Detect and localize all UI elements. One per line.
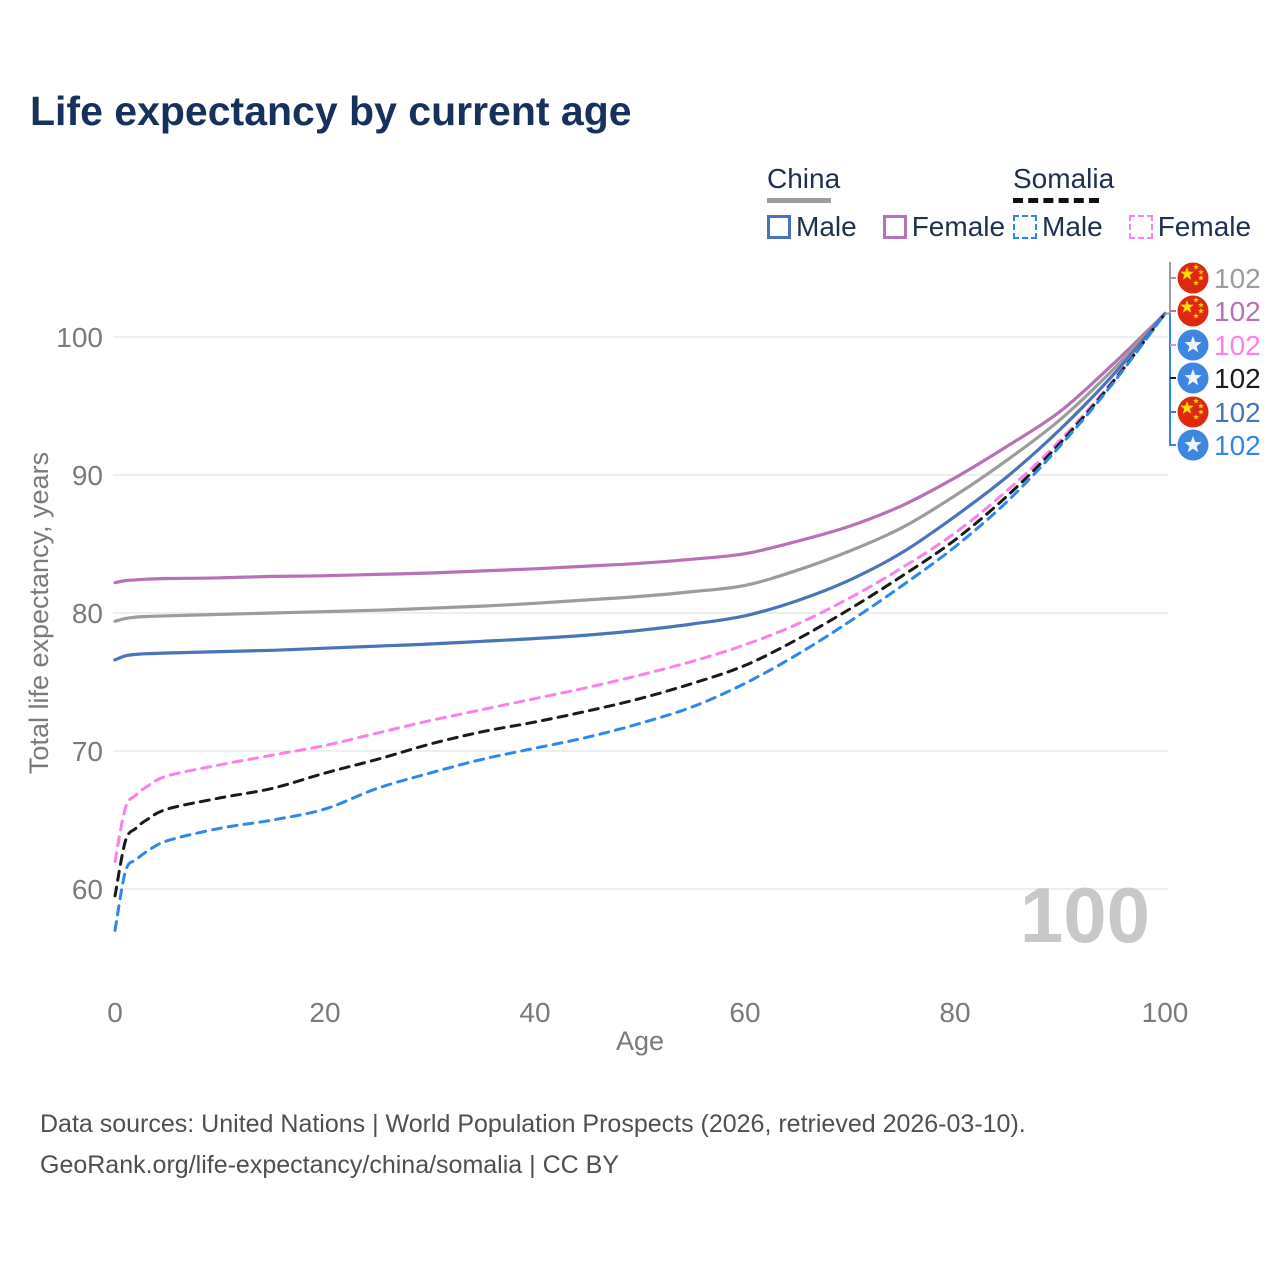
y-axis-title: Total life expectancy, years xyxy=(24,452,54,774)
end-label-value: 102 xyxy=(1214,363,1261,394)
legend-toggle-china-female[interactable]: Female xyxy=(882,211,1006,243)
x-tick-label-40: 40 xyxy=(519,997,550,1028)
somalia-flag-icon xyxy=(1177,429,1209,461)
somalia-flag-icon xyxy=(1177,362,1209,394)
legend-toggle-somalia-female[interactable]: Female xyxy=(1128,211,1252,243)
end-label-leader-lines xyxy=(1165,262,1176,446)
end-label-row-2: 102 xyxy=(1177,329,1261,361)
end-label-row-1: 102 xyxy=(1177,295,1261,327)
legend-toggle-china-male[interactable]: Male xyxy=(767,211,857,243)
somalia-flag-icon xyxy=(1177,329,1209,361)
x-tick-label-100: 100 xyxy=(1142,997,1189,1028)
series-line-somalia-male xyxy=(113,312,1167,932)
legend-label-china-female: Female xyxy=(911,211,1006,242)
attribution-line: GeoRank.org/life-expectancy/china/somali… xyxy=(40,1150,619,1179)
china-flag-icon xyxy=(1177,396,1209,428)
end-label-row-0: 102 xyxy=(1177,262,1261,294)
x-axis-title: Age xyxy=(616,1026,664,1056)
end-label-row-4: 102 xyxy=(1177,396,1261,428)
y-tick-label-100: 100 xyxy=(56,322,103,353)
legend-label-somalia-female: Female xyxy=(1157,211,1252,242)
y-tick-label-60: 60 xyxy=(72,874,103,905)
series-line-china-male xyxy=(113,311,1167,662)
china-flag-icon xyxy=(1177,295,1209,327)
end-label-row-3: 102 xyxy=(1177,362,1261,394)
legend-label-somalia-male: Male xyxy=(1042,211,1103,242)
legend-country-china: China xyxy=(767,163,841,194)
series-line-somalia-both-sexes xyxy=(113,312,1167,898)
end-label-value: 102 xyxy=(1214,397,1261,428)
series-line-somalia-female xyxy=(113,312,1167,863)
x-tick-label-20: 20 xyxy=(309,997,340,1028)
y-axis-tick-labels: 60 70 80 90 100 xyxy=(56,322,103,905)
legend-toggle-somalia-male[interactable]: Male xyxy=(1013,211,1103,243)
x-tick-label-80: 80 xyxy=(939,997,970,1028)
age-watermark: 100 xyxy=(1020,871,1150,959)
end-label-value: 102 xyxy=(1214,296,1261,327)
x-tick-label-0: 0 xyxy=(107,997,123,1028)
checkbox-china-male[interactable] xyxy=(767,215,791,239)
end-label-value: 102 xyxy=(1214,263,1261,294)
end-label-row-5: 102 xyxy=(1177,429,1261,461)
legend-underline-somalia xyxy=(1013,198,1099,203)
checkbox-somalia-male[interactable] xyxy=(1013,215,1037,239)
page-title: Life expectancy by current age xyxy=(30,88,632,134)
end-label-value: 102 xyxy=(1214,430,1261,461)
legend-group-somalia: Somalia Male Female xyxy=(1013,163,1251,243)
y-tick-label-80: 80 xyxy=(72,598,103,629)
series-lines xyxy=(113,311,1167,932)
legend-underline-china xyxy=(767,198,831,203)
x-tick-label-60: 60 xyxy=(729,997,760,1028)
y-tick-label-70: 70 xyxy=(72,736,103,767)
checkbox-somalia-female[interactable] xyxy=(1128,215,1153,239)
legend-country-somalia: Somalia xyxy=(1013,163,1115,194)
footer: Data sources: United Nations | World Pop… xyxy=(40,1104,1026,1185)
data-sources-line: Data sources: United Nations | World Pop… xyxy=(40,1110,1026,1138)
series-line-china-both-sexes xyxy=(113,311,1167,623)
checkbox-china-female[interactable] xyxy=(882,215,907,239)
china-flag-icon xyxy=(1177,262,1209,294)
series-line-china-female xyxy=(113,311,1167,585)
legend-label-china-male: Male xyxy=(796,211,857,242)
end-label-value: 102 xyxy=(1214,330,1261,361)
y-tick-label-90: 90 xyxy=(72,460,103,491)
legend-group-china: China Male Female xyxy=(767,163,1005,243)
x-axis-tick-labels: 0 20 40 60 80 100 xyxy=(107,997,1188,1028)
